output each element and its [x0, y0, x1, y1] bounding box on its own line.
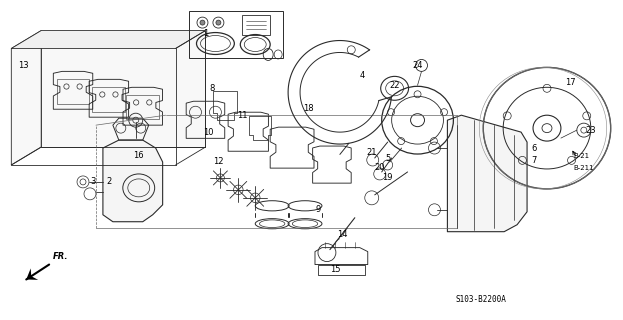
Polygon shape: [11, 31, 206, 49]
Circle shape: [216, 20, 221, 25]
Text: FR.: FR.: [53, 252, 69, 260]
Text: 6: 6: [531, 144, 537, 153]
Text: 15: 15: [330, 265, 340, 274]
Text: B-21: B-21: [574, 153, 590, 159]
Text: 18: 18: [303, 104, 313, 113]
Polygon shape: [447, 115, 527, 232]
Text: 7: 7: [531, 156, 537, 164]
Text: 1: 1: [203, 29, 208, 38]
Polygon shape: [11, 31, 41, 165]
Circle shape: [200, 20, 205, 25]
Text: 10: 10: [203, 128, 214, 137]
Text: 4: 4: [359, 71, 364, 80]
Text: S103-B2200A: S103-B2200A: [456, 295, 506, 304]
Text: 13: 13: [18, 61, 29, 70]
Text: 3: 3: [90, 177, 96, 187]
Text: 23: 23: [586, 126, 596, 135]
Polygon shape: [41, 31, 206, 147]
Text: 17: 17: [566, 78, 576, 87]
Text: 24: 24: [412, 61, 423, 70]
Text: 19: 19: [383, 173, 393, 182]
Text: 20: 20: [374, 164, 385, 172]
Polygon shape: [103, 140, 163, 222]
Text: 9: 9: [315, 205, 321, 214]
Text: 2: 2: [107, 177, 112, 187]
Text: 5: 5: [385, 154, 390, 163]
Text: 12: 12: [213, 157, 224, 166]
Text: B-211: B-211: [574, 165, 594, 171]
Text: 8: 8: [210, 84, 215, 93]
Bar: [189, 11, 283, 59]
Text: 16: 16: [133, 150, 144, 160]
Text: 14: 14: [336, 230, 347, 239]
Text: 21: 21: [366, 148, 377, 156]
Bar: [242, 15, 270, 35]
Text: 11: 11: [237, 111, 247, 120]
Text: 22: 22: [389, 81, 400, 90]
Polygon shape: [26, 268, 38, 280]
